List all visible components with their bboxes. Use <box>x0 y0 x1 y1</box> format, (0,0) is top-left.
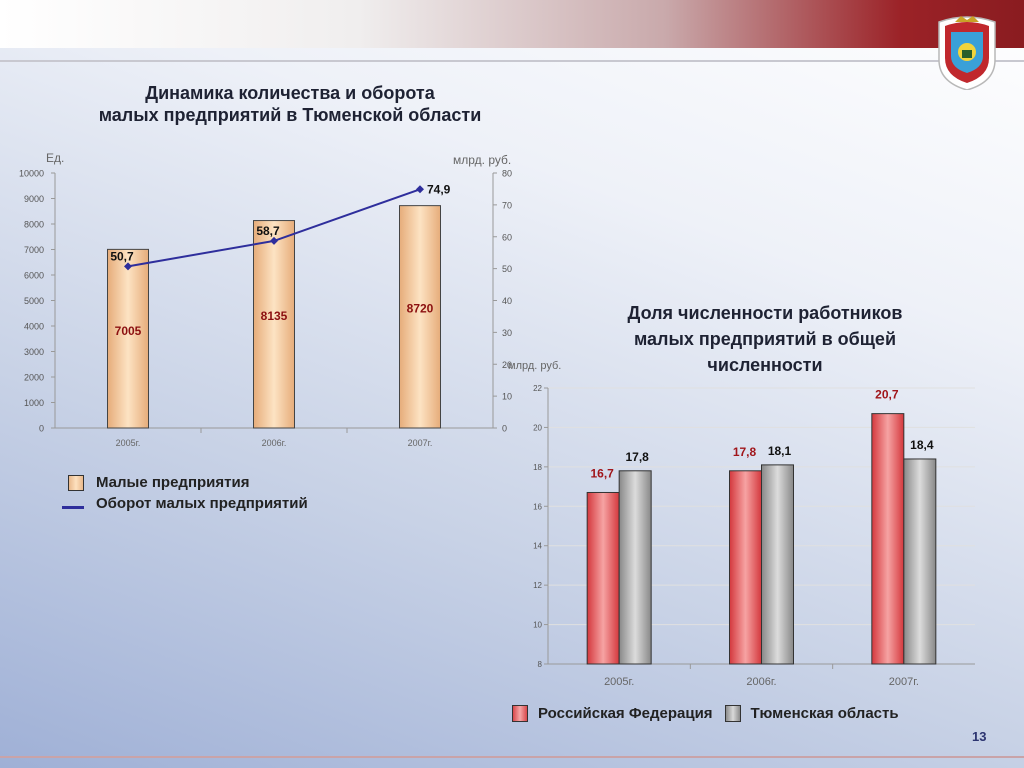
chart2-plot: млрд. руб. 8 10 12 14 16 18 20 22 2005г. 16,7 17,8 2… <box>508 360 975 688</box>
bar-data-label: 8720 <box>407 301 434 315</box>
y-tick-label: 20 <box>533 423 542 432</box>
bar-small-enterprises <box>399 205 441 429</box>
y2-axis-label: млрд. руб. <box>453 153 511 167</box>
y-tick-label: 12 <box>533 581 542 590</box>
bar-small-enterprises <box>253 220 295 429</box>
bar-russia <box>871 413 905 665</box>
y-tick-label: 8 <box>538 660 543 669</box>
bar-data-label: 8135 <box>261 309 288 323</box>
legend-label-tyumen: Тюменская область <box>750 705 899 722</box>
y2-tick-label: 80 <box>502 169 512 179</box>
y-axis-label: млрд. руб. <box>508 360 561 372</box>
y-tick-label: 8000 <box>24 220 44 230</box>
turnover-point <box>270 236 278 245</box>
chart2-legend: Российская Федерация Тюменская область <box>512 705 899 722</box>
legend-swatch-tyumen <box>724 705 741 722</box>
bar-data-label: 20,7 <box>875 388 899 402</box>
bar-data-label: 17,8 <box>625 450 649 464</box>
x-tick-label: 2006г. <box>262 438 287 448</box>
x-tick-label: 2006г. <box>746 676 776 688</box>
x-tick-label: 2007г. <box>408 438 433 448</box>
y-tick-label: 9000 <box>24 194 44 204</box>
y-tick-label: 5000 <box>24 296 44 306</box>
y-tick-label: 2000 <box>24 373 44 383</box>
header-band <box>0 0 1024 48</box>
y-tick-label: 16 <box>533 502 542 511</box>
y2-tick-label: 50 <box>502 264 512 274</box>
y-tick-label: 3000 <box>24 347 44 357</box>
turnover-point <box>124 262 132 271</box>
header-divider <box>0 60 1024 62</box>
footer-divider <box>0 756 1024 758</box>
y-axis-label: Ед. <box>46 151 64 165</box>
bar-data-label: 18,4 <box>910 438 934 452</box>
legend-label-bars: Малые предприятия <box>96 474 250 491</box>
x-tick-label: 2005г. <box>116 438 141 448</box>
line-data-label: 58,7 <box>256 224 280 238</box>
y-tick-label: 1000 <box>24 398 44 408</box>
bar-small-enterprises <box>107 248 149 429</box>
bar-tyumen <box>761 464 794 665</box>
y2-tick-label: 0 <box>502 424 507 434</box>
chart1-plot: Ед. млрд. руб. 0 1000 2000 3000 4000 5000 6000 70… <box>19 151 512 448</box>
y-tick-label: 10 <box>533 621 542 630</box>
bar-russia <box>729 470 762 665</box>
y2-tick-label: 20 <box>502 360 512 370</box>
page-number: 13 <box>972 729 987 744</box>
y-tick-label: 18 <box>533 463 542 472</box>
y-tick-label: 6000 <box>24 271 44 281</box>
legend-label-line: Оборот малых предприятий <box>96 495 308 512</box>
turnover-point <box>416 185 424 194</box>
bar-tyumen <box>903 458 937 665</box>
legend-swatch-russia <box>512 705 528 722</box>
line-data-label: 74,9 <box>427 182 451 196</box>
x-tick-label: 2005г. <box>604 676 634 688</box>
bar-data-label: 18,1 <box>768 444 792 458</box>
tyumen-coat-of-arms-icon <box>938 16 996 90</box>
legend-label-russia: Российская Федерация <box>538 705 713 722</box>
bar-data-label: 17,8 <box>733 445 757 459</box>
y2-tick-label: 60 <box>502 232 512 242</box>
y-tick-label: 14 <box>533 542 542 551</box>
chart1-legend: Малые предприятия Оборот малых предприят… <box>62 472 308 514</box>
x-tick-label: 2007г. <box>889 676 919 688</box>
bar-data-label: 16,7 <box>590 466 614 480</box>
legend-line-swatch <box>62 506 84 509</box>
bar-data-label: 7005 <box>115 324 142 338</box>
y-tick-label: 10000 <box>19 169 44 179</box>
y-tick-label: 0 <box>39 424 44 434</box>
chart2-title: Доля численности работников малых предпр… <box>627 303 903 375</box>
y-tick-label: 4000 <box>24 322 44 332</box>
y2-tick-label: 10 <box>502 392 512 402</box>
line-data-label: 50,7 <box>110 249 134 263</box>
bar-tyumen <box>618 470 652 665</box>
bar-russia <box>586 491 620 665</box>
legend-bar-swatch <box>68 474 84 491</box>
y-tick-label: 22 <box>533 384 542 393</box>
y2-tick-label: 40 <box>502 296 512 306</box>
chart1-title: Динамика количества и оборота малых пред… <box>98 83 482 125</box>
y2-tick-label: 30 <box>502 328 512 338</box>
y2-tick-label: 70 <box>502 200 512 210</box>
y-tick-label: 7000 <box>24 245 44 255</box>
